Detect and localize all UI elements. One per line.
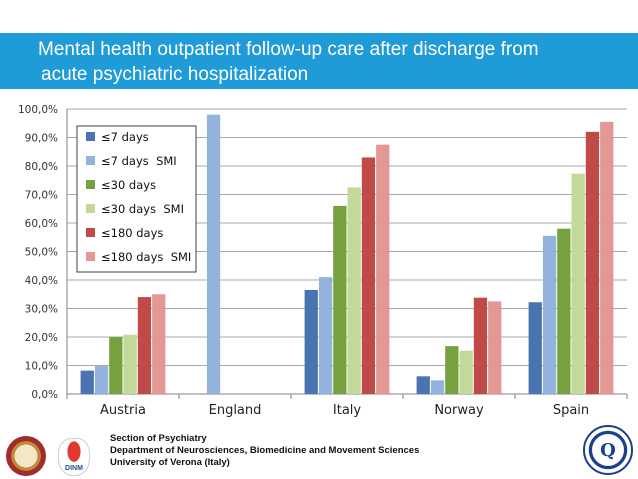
legend-swatch: [86, 132, 95, 141]
footer-line-3: University of Verona (Italy): [110, 457, 230, 468]
x-tick-label: Spain: [553, 403, 589, 418]
legend-label: ≤30 days SMI: [101, 202, 184, 216]
x-tick-label: Norway: [434, 403, 484, 418]
bar: [318, 277, 333, 394]
bar-chart: 0,0% 10,0% 20,0% 30,0% 40,0% 50,0% 60,0% 70,0% 8…: [18, 104, 628, 418]
y-tick-label: 60,0%: [25, 218, 58, 230]
x-tick-label: Austria: [100, 403, 146, 418]
bar: [109, 337, 123, 394]
bar: [80, 370, 94, 394]
bar: [571, 173, 585, 394]
y-tick-label: 80,0%: [25, 161, 58, 173]
y-tick-label: 10,0%: [25, 361, 58, 373]
legend-box: [76, 125, 197, 273]
y-tick-label: 0,0%: [31, 389, 58, 401]
bar: [347, 187, 361, 394]
refinement-q-logo-icon: Q: [583, 425, 633, 475]
legend-swatch: [86, 252, 95, 261]
bar: [152, 294, 166, 394]
y-tick-label: 30,0%: [25, 304, 58, 316]
legend-swatch: [86, 228, 95, 237]
y-tick-label: 20,0%: [25, 332, 58, 344]
bar: [445, 346, 459, 394]
y-tick-label: 40,0%: [25, 275, 58, 287]
footer-line-1: Section of Psychiatry: [110, 433, 207, 444]
x-tick-label: Italy: [333, 403, 362, 418]
legend-label: ≤7 days: [101, 130, 149, 144]
dinm-logo-icon: DINM: [58, 438, 90, 476]
bar: [361, 157, 376, 394]
y-tick-label: 100,0%: [18, 104, 58, 116]
bar: [94, 366, 109, 394]
y-tick-label: 50,0%: [25, 247, 58, 259]
bar: [557, 228, 571, 394]
y-tick-label: 90,0%: [25, 133, 58, 145]
bar: [585, 131, 600, 395]
bar: [416, 376, 430, 394]
bar: [430, 380, 445, 394]
legend-label: ≤30 days: [101, 178, 156, 192]
bar: [123, 334, 137, 394]
y-tick-label: 70,0%: [25, 190, 58, 202]
footer-line-2: Department of Neurosciences, Biomedicine…: [110, 445, 420, 456]
bar: [600, 121, 614, 394]
legend-swatch: [86, 156, 95, 165]
dinm-logo-text: DINM: [65, 465, 83, 472]
slide-title-line-2: acute psychiatric hospitalization: [41, 64, 309, 85]
legend-swatch: [86, 180, 95, 189]
refinement-logo-text: Q: [600, 440, 616, 461]
bar: [304, 289, 318, 394]
legend-label: ≤7 days SMI: [101, 154, 177, 168]
bar: [459, 350, 473, 394]
x-tick-label: England: [209, 403, 262, 418]
footer-affiliation: Section of Psychiatry Department of Neur…: [110, 433, 419, 469]
slide-title-line-1: Mental health outpatient follow-up care …: [38, 39, 539, 60]
bar: [542, 235, 557, 394]
bar: [488, 301, 502, 394]
university-seal-icon: [6, 436, 46, 476]
legend-swatch: [86, 204, 95, 213]
legend-label: ≤180 days SMI: [101, 250, 191, 264]
title-bar: Mental health outpatient follow-up care …: [0, 33, 638, 89]
bar: [473, 297, 488, 394]
bar: [528, 302, 542, 394]
legend-label: ≤180 days: [101, 226, 163, 240]
bar: [376, 144, 390, 394]
bar: [137, 297, 152, 394]
bar: [333, 205, 347, 394]
bar: [206, 114, 221, 394]
